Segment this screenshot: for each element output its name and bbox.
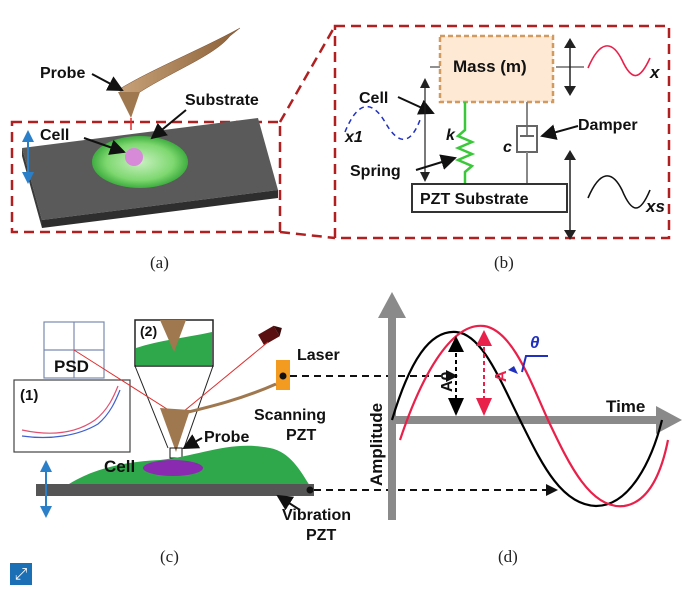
wave-x xyxy=(587,45,651,77)
probe-c xyxy=(160,408,190,452)
cell-nucleus-c xyxy=(143,460,203,476)
panel-d: Amplitude Time A0 A θ (d) xyxy=(367,292,682,566)
label-mass: Mass (m) xyxy=(453,57,527,76)
label-a: A xyxy=(493,370,510,382)
label-xs: xs xyxy=(645,197,665,216)
label-pzt-substrate: PZT Substrate xyxy=(420,191,529,208)
label-psd: PSD xyxy=(54,357,89,376)
wave-black xyxy=(390,330,664,508)
probe-tip xyxy=(118,92,140,118)
label-vibration-2: PZT xyxy=(306,527,336,544)
label-cell-c: Cell xyxy=(104,457,135,476)
panel-b-dashed-box xyxy=(333,24,671,240)
caption-b: (b) xyxy=(494,253,514,272)
spring xyxy=(454,102,476,184)
label-probe-c: Probe xyxy=(204,429,249,446)
vibration-arrow-c xyxy=(40,460,52,518)
label-inset-2: (2) xyxy=(140,323,157,339)
label-amplitude: Amplitude xyxy=(367,403,386,486)
label-laser: Laser xyxy=(297,347,340,364)
panel-c: PSD (1) (2) Laser Scanning PZT Probe xyxy=(13,319,351,566)
label-scanning-2: PZT xyxy=(286,427,316,444)
label-x: x xyxy=(649,63,661,82)
mass-block xyxy=(438,34,555,104)
vibration-arrow-a xyxy=(22,130,34,184)
laser xyxy=(258,325,282,346)
label-a0: A0 xyxy=(439,371,456,392)
label-substrate: Substrate xyxy=(185,92,259,109)
panel-a: Probe Substrate Cell (a) xyxy=(10,27,282,272)
probe-cantilever xyxy=(117,27,241,97)
inset-1 xyxy=(13,379,131,453)
vibration-pzt-platform xyxy=(36,484,314,496)
label-c: c xyxy=(503,139,512,156)
label-probe: Probe xyxy=(40,65,85,82)
panel-a-dashed-box xyxy=(10,120,282,234)
panel-b: Mass (m) x k c Damper Cell x1 Spring P xyxy=(333,24,671,272)
label-damper: Damper xyxy=(578,117,638,134)
label-cell-b: Cell xyxy=(359,90,388,107)
label-spring: Spring xyxy=(350,163,401,180)
label-cell: Cell xyxy=(40,127,69,144)
label-scanning-1: Scanning xyxy=(254,407,326,424)
label-inset-1: (1) xyxy=(20,387,38,404)
pzt-substrate xyxy=(411,183,568,213)
label-x1: x1 xyxy=(344,129,363,146)
caption-c: (c) xyxy=(160,547,179,566)
wave-xs xyxy=(587,175,651,209)
wave-red xyxy=(398,324,670,508)
cell-nucleus xyxy=(125,148,143,166)
caption-d: (d) xyxy=(498,547,518,566)
caption-a: (a) xyxy=(150,253,169,272)
label-time: Time xyxy=(606,397,645,416)
substrate-side xyxy=(42,190,278,228)
label-k: k xyxy=(446,127,456,144)
label-vibration-1: Vibration xyxy=(282,507,351,524)
wave-x1 xyxy=(344,105,421,140)
expand-icon[interactable]: ⤢ xyxy=(10,563,32,585)
label-theta: θ xyxy=(530,333,540,352)
